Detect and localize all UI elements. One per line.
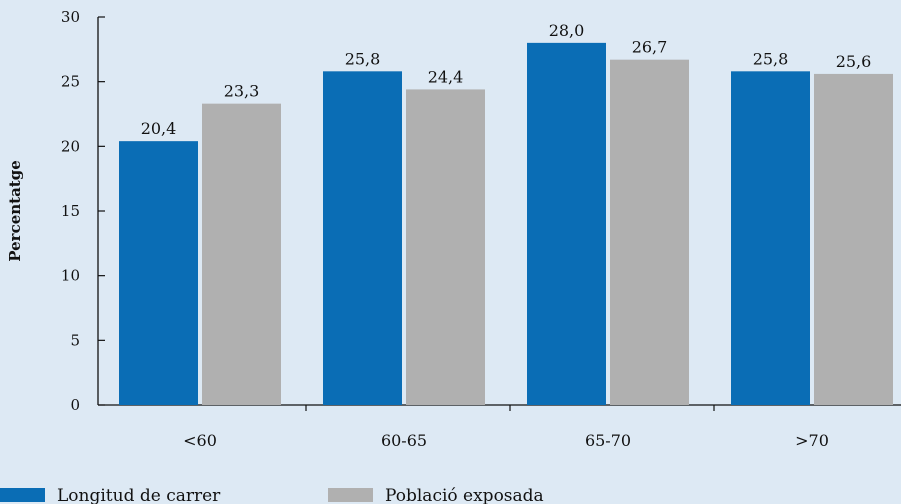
data-label: 24,4 xyxy=(428,67,464,86)
data-label: 28,0 xyxy=(549,21,585,40)
legend-label: Longitud de carrer xyxy=(57,486,221,504)
data-label: 25,6 xyxy=(836,52,872,71)
data-label: 26,7 xyxy=(632,38,668,57)
y-tick-label: 25 xyxy=(61,73,80,91)
x-tick-label: 65-70 xyxy=(585,431,631,450)
y-tick-label: 30 xyxy=(61,8,80,26)
bar-poblacio xyxy=(406,89,485,405)
y-tick-label: 20 xyxy=(61,137,80,155)
bar-longitud xyxy=(119,141,198,405)
data-label: 23,3 xyxy=(224,82,260,101)
data-label: 20,4 xyxy=(141,119,177,138)
bar-longitud xyxy=(731,71,810,405)
y-tick-label: 0 xyxy=(70,396,80,414)
data-label: 25,8 xyxy=(753,49,789,68)
legend-swatch xyxy=(328,488,373,502)
y-tick-label: 5 xyxy=(70,331,80,349)
y-axis-label: Percentatge xyxy=(6,160,24,262)
y-tick-label: 15 xyxy=(61,202,80,220)
x-tick-label: >70 xyxy=(795,431,829,450)
x-tick-label: <60 xyxy=(183,431,217,450)
legend: Longitud de carrer Població exposada xyxy=(0,486,544,504)
bar-poblacio xyxy=(610,59,689,406)
y-tick-label: 10 xyxy=(61,267,80,285)
x-tick-label: 60-65 xyxy=(381,431,427,450)
legend-swatch xyxy=(0,488,45,502)
legend-label: Població exposada xyxy=(385,486,544,504)
bars: 20,4 23,3 25,8 24,4 28,0 26,7 25,8 25,6 xyxy=(119,21,893,406)
data-label: 25,8 xyxy=(345,49,381,68)
bar-longitud xyxy=(527,42,606,405)
bar-poblacio xyxy=(202,103,281,406)
bar-longitud xyxy=(323,71,402,405)
bar-poblacio xyxy=(814,73,893,405)
